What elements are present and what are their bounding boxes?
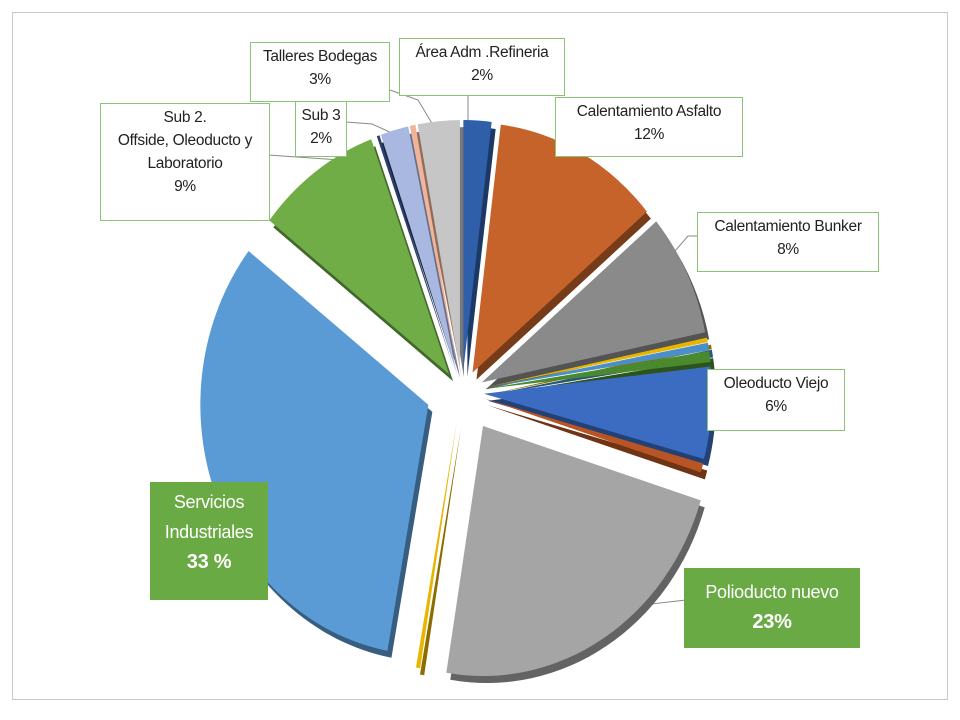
pie-slice-unlabeled-4: [483, 342, 710, 389]
label-name: Laboratorio: [147, 155, 223, 172]
label-name: Industriales: [164, 522, 254, 542]
pie-slice-unlabeled-9: [415, 421, 457, 669]
label-sub2: Sub 2. Offside, Oleoducto y Laboratorio …: [100, 103, 270, 221]
pie-slice-calentamiento-asfalto: [472, 124, 647, 373]
label-bunker: Calentamiento Bunker 8%: [697, 212, 879, 272]
pie-slice-oleoducto-viejo: [483, 366, 712, 460]
label-name: Oleoducto Viejo: [723, 375, 829, 392]
label-sub3: Sub 3 2%: [295, 101, 347, 157]
pie-slice-unlabeled-5: [483, 351, 711, 390]
label-pct: 23%: [752, 611, 792, 633]
label-asfalto: Calentamiento Asfalto 12%: [555, 97, 743, 157]
label-name: Sub 2.: [163, 109, 207, 126]
pie-slice-polioducto-nuevo: [446, 426, 701, 677]
leader-line-sub2: [267, 154, 341, 161]
label-area-adm: Área Adm .Refineria 2%: [399, 38, 565, 96]
pie-slice-sub-2-offside-oleoducto-y-laboratorio: [269, 139, 450, 375]
label-pct: 9%: [174, 178, 196, 195]
label-pct: 33 %: [186, 551, 232, 573]
label-name: Calentamiento Bunker: [714, 218, 862, 235]
chart-frame: [12, 12, 948, 700]
label-pct: 6%: [765, 398, 787, 415]
pie-slice-unlabeled-7: [483, 398, 704, 473]
pie-slice-unlabeled-3: [483, 337, 708, 388]
label-name: Calentamiento Asfalto: [576, 103, 722, 120]
pie-slice-depth: [419, 428, 461, 676]
pie-slice-sub-3: [380, 126, 457, 371]
pie-slice-unlabeled-12: [376, 135, 455, 372]
label-oleoducto: Oleoducto Viejo 6%: [707, 369, 845, 431]
label-servicios: Servicios Industriales 33 %: [150, 482, 268, 600]
label-name: Área Adm .Refineria: [415, 44, 549, 61]
pie-slice-unlabeled-14: [409, 124, 458, 371]
label-name: Sub 3: [301, 107, 341, 124]
label-talleres: Talleres Bodegas 3%: [250, 42, 390, 102]
label-pct: 12%: [633, 126, 665, 143]
label-pct: 2%: [471, 67, 493, 84]
pie-slice-depth: [487, 405, 708, 480]
label-name: Servicios: [173, 492, 245, 512]
pie-slice-talleres-bodegas: [417, 120, 460, 371]
label-name: Talleres Bodegas: [262, 48, 378, 65]
label-name: Offside, Oleoducto y: [117, 132, 253, 149]
label-polioducto: Polioducto nuevo 23%: [684, 568, 860, 648]
label-pct: 3%: [309, 71, 331, 88]
pie-slice-rea-adm-refineria: [463, 120, 492, 371]
label-pct: 2%: [310, 130, 332, 147]
label-pct: 8%: [777, 241, 799, 258]
label-name: Polioducto nuevo: [705, 582, 839, 602]
pie-slice-calentamiento-bunker: [481, 221, 706, 383]
